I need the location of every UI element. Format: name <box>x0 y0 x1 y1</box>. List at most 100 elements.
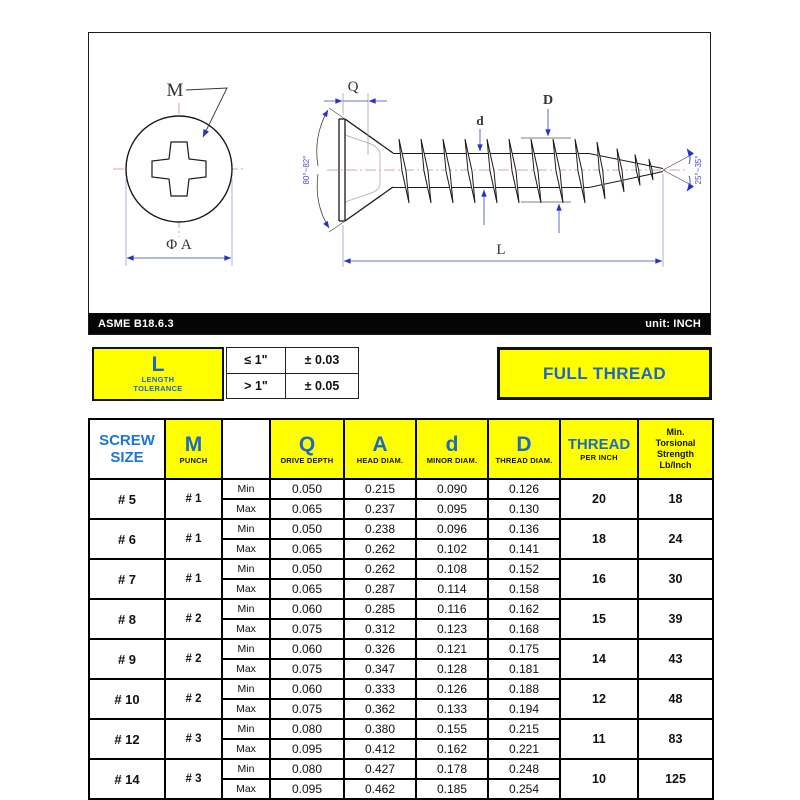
cell-d-min: 0.178 <box>415 758 489 780</box>
cell-thread-per-inch: 10 <box>559 758 639 800</box>
tolerance-legend-cell: L LENGTH TOLERANCE <box>92 347 224 401</box>
cell-a-min: 0.215 <box>343 478 417 500</box>
table-row-max: Max 0.075 0.362 0.133 0.194 <box>89 698 713 720</box>
table-row-min: # 5 # 1 Min 0.050 0.215 0.090 0.126 20 18 <box>88 478 714 520</box>
phillips-recess <box>151 141 207 197</box>
cell-a-min: 0.380 <box>343 718 417 740</box>
cell-strength: 83 <box>637 718 714 760</box>
cell-max-label: Max <box>221 738 271 760</box>
cell-d-max: 0.102 <box>415 538 489 560</box>
cell-strength: 48 <box>637 678 714 720</box>
cell-q-max: 0.065 <box>269 498 345 520</box>
header-screw-size: SCREW SIZE <box>88 418 166 480</box>
header-drive-depth: Q DRIVE DEPTH <box>269 418 345 480</box>
length-tolerance-box: L LENGTH TOLERANCE ≤ 1" ± 0.03 > 1" ± 0.… <box>92 347 359 401</box>
cell-screw-size: # 10 <box>88 678 166 720</box>
cell-q-max: 0.065 <box>269 578 345 600</box>
head-angle-arc-top <box>316 109 329 167</box>
thread-blade <box>616 148 625 193</box>
cell-a-min: 0.326 <box>343 638 417 660</box>
head-outline <box>338 118 394 222</box>
cell-max-label: Max <box>221 538 271 560</box>
cell-min-label: Min <box>221 638 271 660</box>
cell-punch: # 1 <box>164 558 223 600</box>
cell-max-label: Max <box>221 498 271 520</box>
cell-d-min: 0.096 <box>415 518 489 540</box>
cell-a-max: 0.362 <box>343 698 417 720</box>
table-row-min: # 7 # 1 Min 0.050 0.262 0.108 0.152 16 30 <box>88 558 714 600</box>
cell-a-max: 0.462 <box>343 778 417 800</box>
cell-a-min: 0.238 <box>343 518 417 540</box>
cell-D-min: 0.136 <box>487 518 561 540</box>
cell-q-max: 0.065 <box>269 538 345 560</box>
tolerance-letter: L <box>151 353 165 376</box>
cell-d-max: 0.185 <box>415 778 489 800</box>
cell-min-label: Min <box>221 758 271 780</box>
cell-strength: 30 <box>637 558 714 600</box>
cell-q-max: 0.095 <box>269 778 345 800</box>
cell-q-min: 0.060 <box>269 598 345 620</box>
tolerance-caption-1: LENGTH <box>141 375 175 384</box>
cell-D-max: 0.141 <box>487 538 561 560</box>
cell-min-label: Min <box>221 678 271 700</box>
table-row-max: Max 0.075 0.347 0.128 0.181 <box>89 658 713 680</box>
cell-min-label: Min <box>221 718 271 740</box>
header-thread-per-inch: THREAD PER INCH <box>559 418 639 480</box>
thread-blade <box>552 138 564 204</box>
thread-blade <box>574 138 586 204</box>
flank-extension <box>328 220 346 233</box>
tolerance-condition: ≤ 1" <box>227 348 286 373</box>
tolerance-caption-2: TOLERANCE <box>133 384 183 393</box>
screw-spec-table: SCREW SIZE M PUNCH Q DRIVE DEPTH A HEAD … <box>88 418 714 800</box>
cell-punch: # 1 <box>164 518 223 560</box>
cell-a-max: 0.237 <box>343 498 417 520</box>
thread-blade <box>486 138 498 204</box>
tolerance-value: ± 0.03 <box>304 353 340 368</box>
hidden-recess-outline <box>344 134 381 203</box>
cell-screw-size: # 8 <box>88 598 166 640</box>
cell-a-max: 0.262 <box>343 538 417 560</box>
cell-d-max: 0.133 <box>415 698 489 720</box>
cell-D-min: 0.215 <box>487 718 561 740</box>
thread-blade <box>530 138 542 204</box>
cell-thread-per-inch: 20 <box>559 478 639 520</box>
cell-min-label: Min <box>221 558 271 580</box>
standard-reference: ASME B18.6.3 <box>98 317 174 330</box>
cell-d-max: 0.095 <box>415 498 489 520</box>
table-row-min: # 9 # 2 Min 0.060 0.326 0.121 0.175 14 43 <box>88 638 714 680</box>
table-row-min: # 12 # 3 Min 0.080 0.380 0.155 0.215 11 83 <box>88 718 714 760</box>
cell-punch: # 2 <box>164 678 223 720</box>
table-row-max: Max 0.065 0.237 0.095 0.130 <box>89 498 713 520</box>
cell-screw-size: # 5 <box>88 478 166 520</box>
cell-strength: 18 <box>637 478 714 520</box>
tip-angle-arc-top <box>686 148 694 165</box>
cell-d-max: 0.128 <box>415 658 489 680</box>
table-row-min: # 10 # 2 Min 0.060 0.333 0.126 0.188 12 48 <box>88 678 714 720</box>
cell-punch: # 3 <box>164 718 223 760</box>
cell-a-max: 0.412 <box>343 738 417 760</box>
header-torsional-strength: Min. Torsional Strength Lb/Inch <box>637 418 714 480</box>
table-row-max: Max 0.095 0.462 0.185 0.254 <box>89 778 713 800</box>
table-row-max: Max 0.075 0.312 0.123 0.168 <box>89 618 713 640</box>
cell-max-label: Max <box>221 618 271 640</box>
cell-thread-per-inch: 14 <box>559 638 639 680</box>
screw-top-view: M Φ A <box>113 80 245 266</box>
cell-screw-size: # 9 <box>88 638 166 680</box>
flank-extension <box>328 107 346 120</box>
cell-thread-per-inch: 11 <box>559 718 639 760</box>
header-minor-diam: d MINOR DIAM. <box>415 418 489 480</box>
cell-thread-per-inch: 12 <box>559 678 639 720</box>
table-row-max: Max 0.065 0.262 0.102 0.141 <box>89 538 713 560</box>
cell-q-max: 0.075 <box>269 658 345 680</box>
cell-D-max: 0.158 <box>487 578 561 600</box>
tolerance-row: ≤ 1" ± 0.03 <box>227 348 358 373</box>
cell-thread-per-inch: 18 <box>559 518 639 560</box>
tip-angle-line <box>662 169 694 187</box>
label-tip-angle: 25°~35° <box>694 156 703 185</box>
cell-d-min: 0.121 <box>415 638 489 660</box>
cell-max-label: Max <box>221 698 271 720</box>
cell-a-min: 0.427 <box>343 758 417 780</box>
cell-strength: 43 <box>637 638 714 680</box>
cell-min-label: Min <box>221 598 271 620</box>
cell-strength: 125 <box>637 758 714 800</box>
